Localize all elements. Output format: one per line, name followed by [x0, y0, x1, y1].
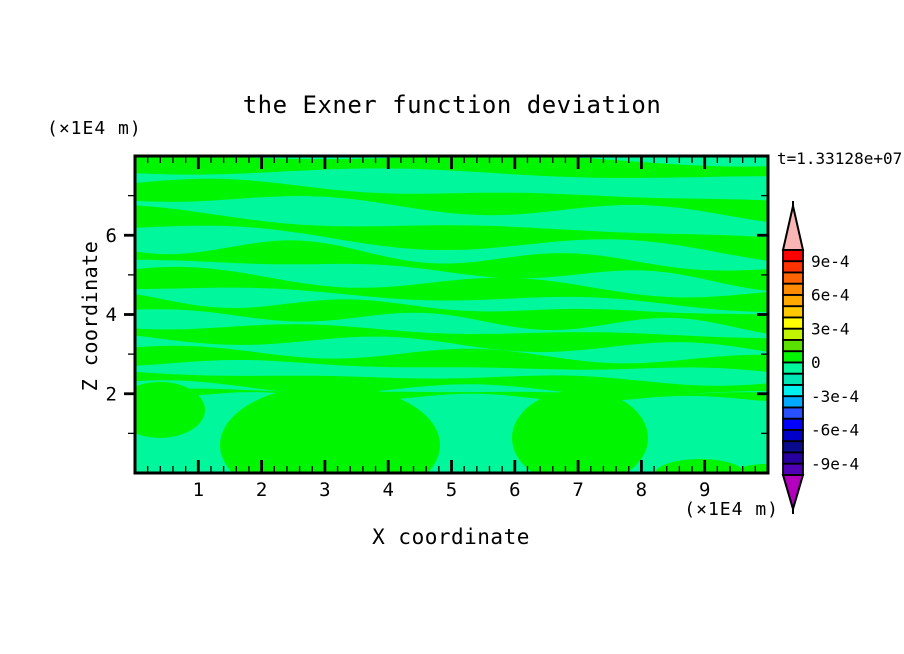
positive-band [135, 345, 768, 372]
axis-ticks [124, 157, 767, 472]
positive-blob [135, 381, 205, 438]
colorbar-segment [782, 305, 804, 319]
positive-band [135, 178, 768, 222]
x-tick-label: 6 [509, 479, 520, 501]
x-tick-label: 4 [382, 479, 393, 501]
colorbar-segment [782, 294, 804, 308]
x-tick-label: 5 [446, 479, 457, 501]
positive-band [135, 266, 768, 312]
colorbar-segment [782, 406, 804, 420]
x-axis-unit-label: (×1E4 m) [684, 499, 779, 520]
colorbar-segment [782, 440, 804, 454]
colorbar-label: 3e-4 [811, 319, 850, 338]
positive-blob [735, 464, 768, 473]
x-tick-label: 3 [319, 479, 330, 501]
positive-band [135, 324, 768, 353]
x-tick-label: 1 [193, 479, 204, 501]
colorbar-label: 6e-4 [811, 286, 850, 305]
positive-blob [220, 385, 440, 473]
colorbar-under-arrow [781, 474, 805, 513]
colorbar: 9e-4 6e-4 3e-4 0 -3e-4 -6e-4 -9e-4 [781, 201, 859, 514]
plot-border [133, 154, 770, 475]
contour-field [135, 156, 768, 473]
positive-band [135, 240, 768, 291]
colorbar-segment [782, 451, 804, 465]
colorbar-segment [782, 327, 804, 341]
colorbar-segment [782, 282, 804, 296]
x-tick-label: 9 [699, 479, 710, 501]
x-tick-labels: 1 2 3 4 5 6 7 8 9 [193, 479, 711, 501]
colorbar-segment [782, 384, 804, 398]
colorbar-segment [782, 260, 804, 274]
colorbar-segment [782, 372, 804, 386]
z-tick-labels: 2 4 6 [106, 225, 117, 405]
colorbar-segment [782, 271, 804, 285]
time-annotation: t=1.33128e+07 [777, 149, 902, 168]
x-tick-label: 7 [572, 479, 583, 501]
z-axis-title: Z coordinate [78, 241, 102, 392]
z-tick-label: 4 [106, 304, 117, 326]
colorbar-segment [782, 462, 804, 476]
plot-title: the Exner function deviation [243, 91, 662, 119]
positive-band [135, 294, 768, 334]
colorbar-segment [782, 316, 804, 330]
colorbar-segment [782, 339, 804, 353]
x-axis-title: X coordinate [372, 525, 530, 549]
z-axis-unit-label: (×1E4 m) [47, 118, 142, 139]
colorbar-label: 9e-4 [811, 252, 850, 271]
colorbar-label: -3e-4 [811, 387, 859, 406]
colorbar-segment [782, 350, 804, 364]
x-tick-label: 8 [636, 479, 647, 501]
positive-blob [512, 390, 648, 473]
colorbar-segment [782, 429, 804, 443]
colorbar-segment [782, 417, 804, 431]
colorbar-segment [782, 361, 804, 375]
colorbar-label: 0 [811, 353, 821, 372]
positive-band [135, 205, 768, 261]
z-tick-label: 6 [106, 225, 117, 247]
colorbar-segment [782, 395, 804, 409]
colorbar-label: -6e-4 [811, 421, 859, 440]
colorbar-label: -9e-4 [811, 454, 859, 473]
z-tick-label: 2 [106, 383, 117, 405]
colorbar-segment [782, 249, 804, 263]
x-tick-label: 2 [256, 479, 267, 501]
colorbar-over-arrow [781, 205, 805, 251]
positive-blob [655, 459, 745, 473]
